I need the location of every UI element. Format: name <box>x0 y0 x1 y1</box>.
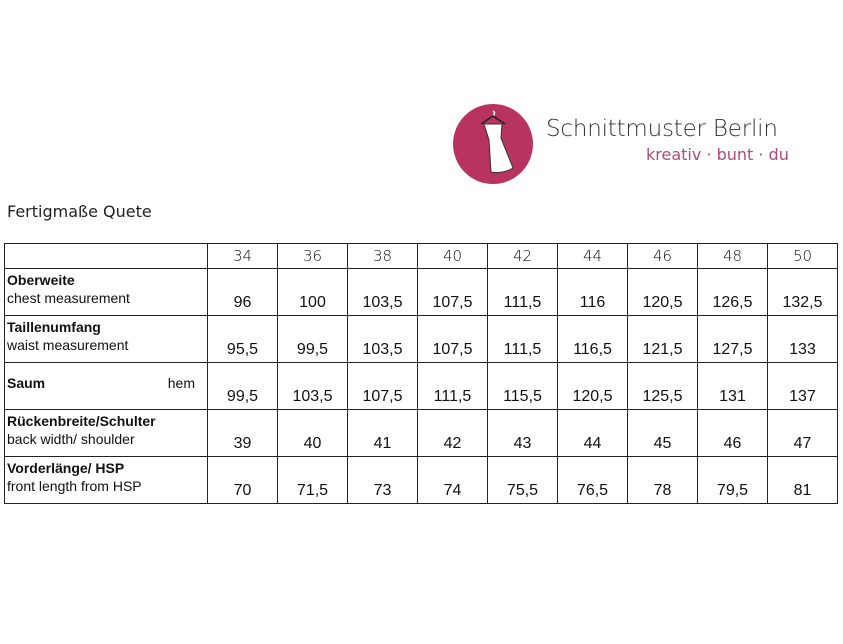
value-cell: 70 <box>207 456 278 504</box>
value-cell: 100 <box>277 268 348 316</box>
row-label-de: Vorderlänge/ HSP <box>7 460 125 476</box>
value-cell: 103,5 <box>277 362 348 410</box>
table-row: Oberweite chest measurement 96 100 103,5 107,… <box>4 268 838 316</box>
value-cell: 81 <box>767 456 838 504</box>
page-title: Fertigmaße Quete <box>7 202 152 221</box>
row-label: Oberweite chest measurement <box>4 268 208 316</box>
value-cell: 103,5 <box>347 315 418 363</box>
brand-name: Schnittmuster Berlin <box>546 116 778 142</box>
value-cell: 120,5 <box>627 268 698 316</box>
value-cell: 79,5 <box>697 456 768 504</box>
value-cell: 74 <box>417 456 488 504</box>
table-row: Taillenumfang waist measurement 95,5 99,5 10… <box>4 315 838 363</box>
row-label-de: Saum <box>7 375 46 391</box>
row-label-en: chest measurement <box>7 290 130 306</box>
value-cell: 127,5 <box>697 315 768 363</box>
value-cell: 107,5 <box>347 362 418 410</box>
row-label: Saum hem <box>4 362 208 410</box>
size-header: 38 <box>347 243 418 269</box>
value-cell: 40 <box>277 409 348 457</box>
value-cell: 137 <box>767 362 838 410</box>
value-cell: 73 <box>347 456 418 504</box>
value-cell: 132,5 <box>767 268 838 316</box>
value-cell: 99,5 <box>277 315 348 363</box>
value-cell: 43 <box>487 409 558 457</box>
value-cell: 39 <box>207 409 278 457</box>
size-header: 42 <box>487 243 558 269</box>
value-cell: 107,5 <box>417 268 488 316</box>
value-cell: 111,5 <box>487 315 558 363</box>
size-header: 46 <box>627 243 698 269</box>
value-cell: 111,5 <box>417 362 488 410</box>
value-cell: 125,5 <box>627 362 698 410</box>
value-cell: 121,5 <box>627 315 698 363</box>
value-cell: 44 <box>557 409 628 457</box>
value-cell: 126,5 <box>697 268 768 316</box>
value-cell: 71,5 <box>277 456 348 504</box>
value-cell: 47 <box>767 409 838 457</box>
size-header: 40 <box>417 243 488 269</box>
row-label: Vorderlänge/ HSP front length from HSP <box>4 456 208 504</box>
value-cell: 78 <box>627 456 698 504</box>
value-cell: 115,5 <box>487 362 558 410</box>
value-cell: 99,5 <box>207 362 278 410</box>
row-label-en: back width/ shoulder <box>7 431 135 447</box>
row-label-de: Taillenumfang <box>7 319 101 335</box>
value-cell: 133 <box>767 315 838 363</box>
value-cell: 96 <box>207 268 278 316</box>
value-cell: 42 <box>417 409 488 457</box>
value-cell: 45 <box>627 409 698 457</box>
size-header: 48 <box>697 243 768 269</box>
value-cell: 76,5 <box>557 456 628 504</box>
row-label: Taillenumfang waist measurement <box>4 315 208 363</box>
value-cell: 116,5 <box>557 315 628 363</box>
row-label-en: hem <box>167 375 195 391</box>
value-cell: 120,5 <box>557 362 628 410</box>
value-cell: 75,5 <box>487 456 558 504</box>
size-header: 36 <box>277 243 348 269</box>
header-row: 34 36 38 40 42 44 46 48 50 <box>4 243 838 269</box>
value-cell: 95,5 <box>207 315 278 363</box>
value-cell: 41 <box>347 409 418 457</box>
row-label-en: waist measurement <box>7 337 129 353</box>
dress-on-hanger-icon <box>480 110 514 173</box>
brand-tagline: kreativ · bunt · du <box>646 145 789 164</box>
table-row: Saum hem 99,5 103,5 107,5 111,5 115,5 120,5 125,… <box>4 362 838 410</box>
row-label-de: Rückenbreite/Schulter <box>7 413 156 429</box>
value-cell: 111,5 <box>487 268 558 316</box>
logo-badge <box>453 104 533 184</box>
measurement-table: 34 36 38 40 42 44 46 48 50 Oberweite chest measure… <box>4 243 838 504</box>
value-cell: 131 <box>697 362 768 410</box>
row-label-de: Oberweite <box>7 272 75 288</box>
row-label: Rückenbreite/Schulter back width/ shoulde… <box>4 409 208 457</box>
row-label-en: front length from HSP <box>7 478 142 494</box>
value-cell: 103,5 <box>347 268 418 316</box>
table-row: Vorderlänge/ HSP front length from HSP 70 7… <box>4 456 838 504</box>
value-cell: 116 <box>557 268 628 316</box>
corner-cell <box>4 243 208 269</box>
size-header: 44 <box>557 243 628 269</box>
table-row: Rückenbreite/Schulter back width/ shoulde… <box>4 409 838 457</box>
size-header: 34 <box>207 243 278 269</box>
value-cell: 107,5 <box>417 315 488 363</box>
value-cell: 46 <box>697 409 768 457</box>
size-header: 50 <box>767 243 838 269</box>
